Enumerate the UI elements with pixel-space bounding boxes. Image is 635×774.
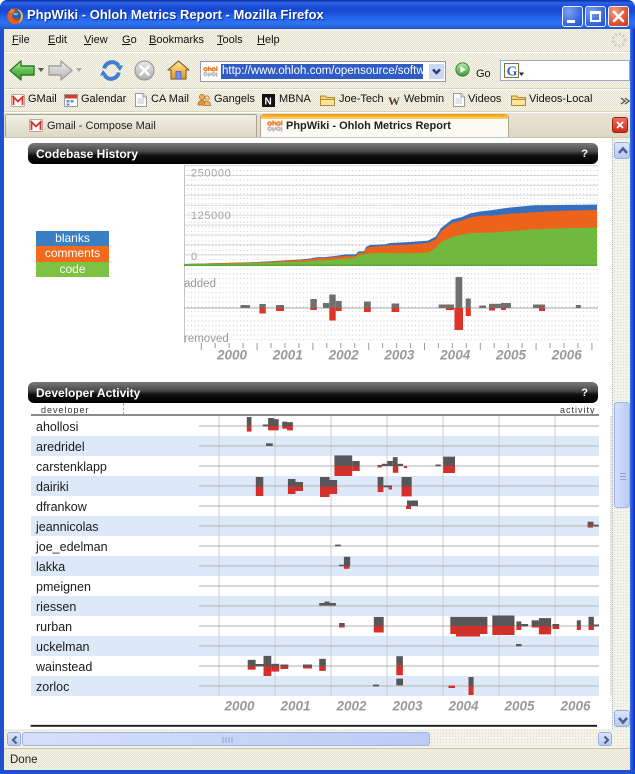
svg-text:G: G bbox=[507, 65, 518, 80]
svg-text:2006: 2006 bbox=[551, 348, 583, 363]
svg-text:2001: 2001 bbox=[279, 699, 310, 714]
svg-text:2006: 2006 bbox=[559, 699, 591, 714]
svg-text:2000: 2000 bbox=[216, 348, 248, 363]
svg-text:2004: 2004 bbox=[447, 699, 479, 714]
svg-text:added: added bbox=[184, 278, 216, 290]
svg-text:removed: removed bbox=[184, 333, 229, 345]
svg-text:2002: 2002 bbox=[335, 699, 367, 714]
svg-text:250000: 250000 bbox=[191, 168, 231, 180]
svg-text:2003: 2003 bbox=[391, 699, 423, 714]
svg-text:W: W bbox=[388, 94, 400, 107]
svg-text:2005: 2005 bbox=[495, 348, 527, 363]
svg-text:2005: 2005 bbox=[503, 699, 535, 714]
svg-text:125000: 125000 bbox=[191, 210, 231, 222]
svg-text:0: 0 bbox=[191, 251, 198, 263]
svg-text:2000: 2000 bbox=[223, 699, 255, 714]
svg-text:2001: 2001 bbox=[272, 348, 303, 363]
svg-text:N: N bbox=[265, 97, 272, 108]
svg-text:2004: 2004 bbox=[439, 348, 471, 363]
svg-text:2002: 2002 bbox=[328, 348, 360, 363]
svg-text:2003: 2003 bbox=[383, 348, 415, 363]
